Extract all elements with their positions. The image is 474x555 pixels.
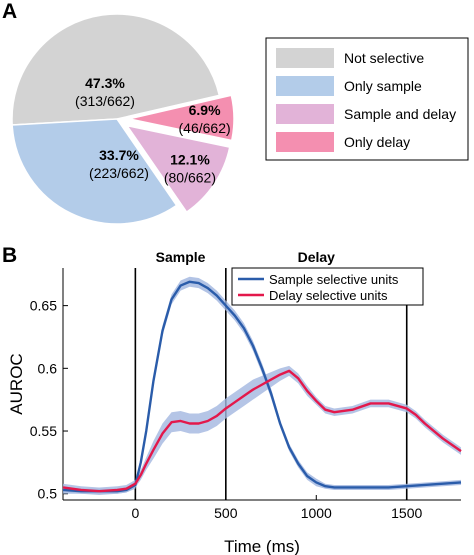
- pie-count-label-not-selective: (313/662): [75, 93, 135, 109]
- y-tick-label: 0.5: [38, 486, 58, 502]
- pie-legend: Not selective Only sample Sample and delay…: [265, 37, 469, 161]
- pie-legend-swatch-not-selective: [276, 48, 334, 68]
- pie-count-label-only-sample: (223/662): [89, 165, 149, 181]
- pie-pct-label-only-sample: 33.7%: [99, 147, 139, 163]
- x-tick-label: 1500: [391, 505, 422, 521]
- y-tick-label: 0.65: [30, 298, 57, 314]
- pie-legend-swatch-only-sample: [276, 76, 334, 96]
- line-legend-box: [231, 267, 424, 306]
- y-axis-label: AUROC: [7, 353, 26, 414]
- x-tick-label: 1000: [301, 505, 332, 521]
- pie-legend-label-sample-and-delay: Sample and delay: [344, 106, 456, 122]
- pie-legend-label-only-delay: Only delay: [344, 134, 410, 150]
- pie-pct-label-only-delay: 6.9%: [189, 102, 221, 118]
- pie-pct-label-not-selective: 47.3%: [85, 75, 125, 91]
- epoch-label-sample: Sample: [156, 249, 206, 265]
- line-legend-label-sample-selective-units: Sample selective units: [269, 272, 399, 287]
- series-line-sample-selective-units: [62, 280, 462, 493]
- pie-slice-only-sample: [11, 118, 178, 225]
- pie-legend-swatch-only-delay: [276, 132, 334, 152]
- x-tick-label: 0: [131, 505, 139, 521]
- pie-slice-not-selective: [11, 13, 221, 126]
- y-tick-label: 0.55: [30, 423, 57, 439]
- pie-legend-label-not-selective: Not selective: [344, 50, 424, 66]
- pie-chart: 47.3% (313/662) 33.7% (223/662) 12.1% (80/662…: [11, 13, 235, 225]
- series-line-delay-selective-units: [62, 369, 462, 493]
- pie-count-label-only-delay: (46/662): [179, 120, 231, 136]
- x-tick-label: 500: [214, 505, 238, 521]
- y-tick-label: 0.6: [38, 360, 58, 376]
- pie-legend-swatch-sample-and-delay: [276, 104, 334, 124]
- pie-slice-sample-and-delay: [125, 124, 231, 214]
- panel-b-letter: B: [2, 244, 18, 267]
- line-chart: 0.5 0.55 0.6 0.65 0 500 1000 1500 Time (ms) AUROC…: [7, 249, 462, 555]
- epoch-label-delay: Delay: [298, 249, 336, 265]
- pie-count-label-sample-and-delay: (80/662): [164, 170, 216, 186]
- panel-a-letter: A: [2, 0, 18, 23]
- error-band-delay-selective-units: [63, 365, 461, 495]
- x-axis-label: Time (ms): [224, 537, 300, 555]
- pie-pct-label-sample-and-delay: 12.1%: [170, 152, 210, 168]
- pie-legend-label-only-sample: Only sample: [344, 78, 422, 94]
- pie-slice-only-delay: [128, 94, 235, 142]
- line-legend-label-delay-selective-units: Delay selective units: [269, 288, 388, 303]
